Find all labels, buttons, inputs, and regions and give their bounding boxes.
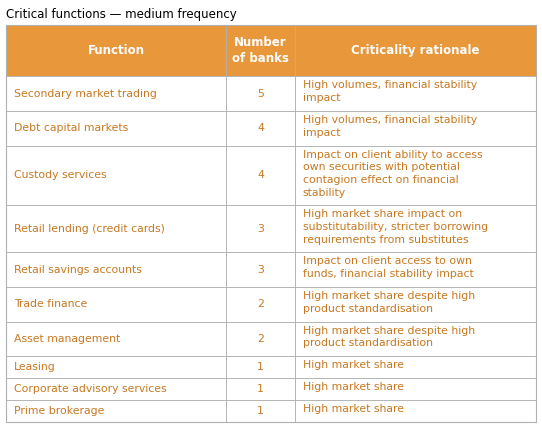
Bar <box>6 145 226 205</box>
Bar <box>6 356 226 378</box>
Text: High volumes, financial stability
impact: High volumes, financial stability impact <box>303 115 477 138</box>
Bar <box>226 25 295 76</box>
Text: High market share: High market share <box>303 382 404 392</box>
Text: 2: 2 <box>257 299 264 309</box>
Bar <box>226 356 295 378</box>
Text: High volumes, financial stability
impact: High volumes, financial stability impact <box>303 80 477 103</box>
Bar <box>295 252 536 287</box>
Text: 2: 2 <box>257 334 264 344</box>
Text: Corporate advisory services: Corporate advisory services <box>14 384 166 394</box>
Bar <box>226 322 295 356</box>
Text: Criticality rationale: Criticality rationale <box>351 44 480 57</box>
Text: Retail savings accounts: Retail savings accounts <box>14 265 142 275</box>
Text: Prime brokerage: Prime brokerage <box>14 406 105 416</box>
Bar <box>226 111 295 145</box>
Text: Debt capital markets: Debt capital markets <box>14 123 128 133</box>
Bar <box>6 287 226 322</box>
Text: High market share: High market share <box>303 360 404 370</box>
Text: 4: 4 <box>257 170 264 181</box>
Text: Impact on client access to own
funds, financial stability impact: Impact on client access to own funds, fi… <box>303 257 474 279</box>
Text: Impact on client ability to access
own securities with potential
contagion effec: Impact on client ability to access own s… <box>303 150 482 198</box>
Bar <box>6 111 226 145</box>
Text: Secondary market trading: Secondary market trading <box>14 89 157 99</box>
Bar <box>226 400 295 422</box>
Bar <box>226 76 295 111</box>
Bar <box>295 400 536 422</box>
Bar <box>295 76 536 111</box>
Bar <box>6 322 226 356</box>
Text: Number
of banks: Number of banks <box>232 36 289 65</box>
Bar <box>6 400 226 422</box>
Bar <box>295 378 536 400</box>
Bar <box>6 252 226 287</box>
Bar <box>295 145 536 205</box>
Text: Custody services: Custody services <box>14 170 107 181</box>
Text: Critical functions — medium frequency: Critical functions — medium frequency <box>6 8 237 21</box>
Text: 1: 1 <box>257 362 264 372</box>
Text: Asset management: Asset management <box>14 334 120 344</box>
Text: Function: Function <box>87 44 145 57</box>
Bar <box>6 25 226 76</box>
Text: 3: 3 <box>257 224 264 234</box>
Bar <box>295 287 536 322</box>
Text: High market share despite high
product standardisation: High market share despite high product s… <box>303 326 475 348</box>
Bar <box>295 356 536 378</box>
Text: High market share despite high
product standardisation: High market share despite high product s… <box>303 291 475 314</box>
Bar <box>6 76 226 111</box>
Bar <box>226 378 295 400</box>
Text: 3: 3 <box>257 265 264 275</box>
Text: Leasing: Leasing <box>14 362 56 372</box>
Bar <box>226 145 295 205</box>
Bar <box>295 205 536 252</box>
Bar <box>226 205 295 252</box>
Text: High market share impact on
substitutability, stricter borrowing
requirements fr: High market share impact on substitutabi… <box>303 209 488 245</box>
Bar <box>6 378 226 400</box>
Text: 1: 1 <box>257 406 264 416</box>
Bar <box>6 205 226 252</box>
Text: 1: 1 <box>257 384 264 394</box>
Text: Trade finance: Trade finance <box>14 299 87 309</box>
Bar <box>295 25 536 76</box>
Bar <box>295 111 536 145</box>
Text: Retail lending (credit cards): Retail lending (credit cards) <box>14 224 165 234</box>
Text: 5: 5 <box>257 89 264 99</box>
Bar <box>226 287 295 322</box>
Bar <box>226 252 295 287</box>
Text: High market share: High market share <box>303 404 404 414</box>
Bar <box>295 322 536 356</box>
Text: 4: 4 <box>257 123 264 133</box>
